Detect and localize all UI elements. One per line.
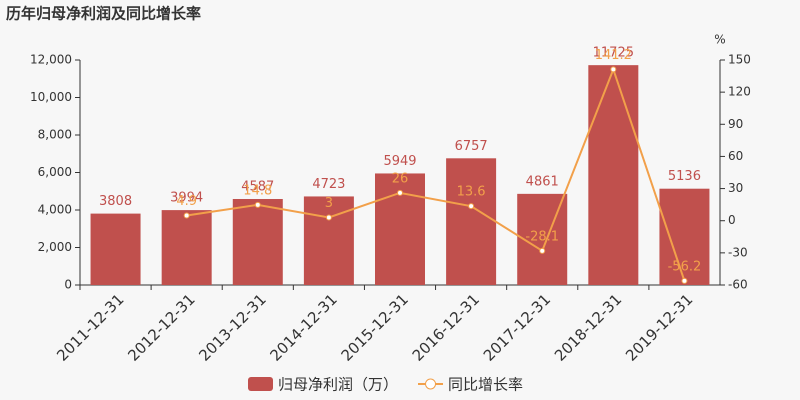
y2-axis-label: % [714, 33, 725, 47]
bar [588, 65, 639, 285]
line-value-label: -28.1 [525, 229, 559, 244]
bar-value-label: 11725 [593, 46, 634, 61]
line-value-label: 141.2 [595, 48, 632, 63]
legend-label: 归母净利润（万） [278, 376, 398, 394]
line-point [325, 214, 332, 221]
bar-value-label: 3994 [170, 191, 203, 206]
y2-tick-label: 30 [728, 181, 743, 195]
x-tick-label: 2013-12-31 [195, 290, 269, 364]
x-tick-label: 2017-12-31 [480, 290, 554, 364]
y-tick-label: 4,000 [38, 203, 72, 217]
x-tick-label: 2016-12-31 [409, 290, 483, 364]
y2-tick-label: 0 [728, 213, 736, 227]
y-tick-label: 8,000 [38, 128, 72, 142]
y-tick-label: 2,000 [38, 240, 72, 254]
line-value-label: 26 [392, 171, 409, 186]
line [186, 66, 686, 282]
line-value-label: 3 [325, 196, 333, 211]
x-tick-label: 2011-12-31 [53, 290, 127, 364]
bar-value-label: 3808 [99, 194, 132, 209]
line-point [468, 203, 475, 210]
legend-swatch [248, 377, 273, 391]
chart-title: 历年归母净利润及同比增长率 [6, 5, 201, 23]
bar [232, 198, 283, 285]
legend-label: 同比增长率 [448, 376, 523, 394]
line-point [681, 277, 688, 284]
y-tick-label: 12,000 [30, 53, 72, 67]
line-value-label: -56.2 [668, 259, 702, 274]
bar-value-label: 5136 [668, 169, 701, 184]
x-tick-label: 2019-12-31 [622, 290, 696, 364]
line-value-label: 14.8 [243, 183, 272, 198]
x-tick-label: 2012-12-31 [124, 290, 198, 364]
y2-tick-label: 150 [728, 53, 751, 67]
bar-value-label: 4723 [312, 177, 345, 192]
bar [90, 213, 141, 285]
line-point [610, 66, 617, 73]
y2-tick-label: 60 [728, 149, 743, 163]
bar-value-label: 4861 [526, 174, 559, 189]
line-point [539, 247, 546, 254]
line-value-label: 4.9 [176, 194, 197, 209]
y-tick-label: 10,000 [30, 90, 72, 104]
y-tick-label: 0 [64, 278, 72, 292]
bar-value-label: 4587 [241, 179, 274, 194]
y2-tick-label: 120 [728, 85, 751, 99]
y2-tick-label: -30 [728, 245, 748, 259]
x-tick-label: 2014-12-31 [267, 290, 341, 364]
line-point [254, 201, 261, 208]
line-value-label: 13.6 [457, 185, 486, 200]
line-point [397, 189, 403, 196]
y-tick-label: 6,000 [38, 165, 72, 179]
bar [446, 158, 497, 285]
legend-swatch [425, 378, 437, 390]
x-tick-label: 2018-12-31 [551, 290, 625, 364]
x-tick-label: 2015-12-31 [338, 290, 412, 364]
line-point [183, 212, 190, 219]
y2-tick-label: 90 [728, 117, 743, 131]
bar-value-label: 6757 [455, 139, 488, 154]
bar [161, 210, 212, 285]
y2-tick-label: -60 [728, 278, 748, 292]
bar [659, 188, 710, 285]
bar-value-label: 5949 [383, 154, 416, 169]
